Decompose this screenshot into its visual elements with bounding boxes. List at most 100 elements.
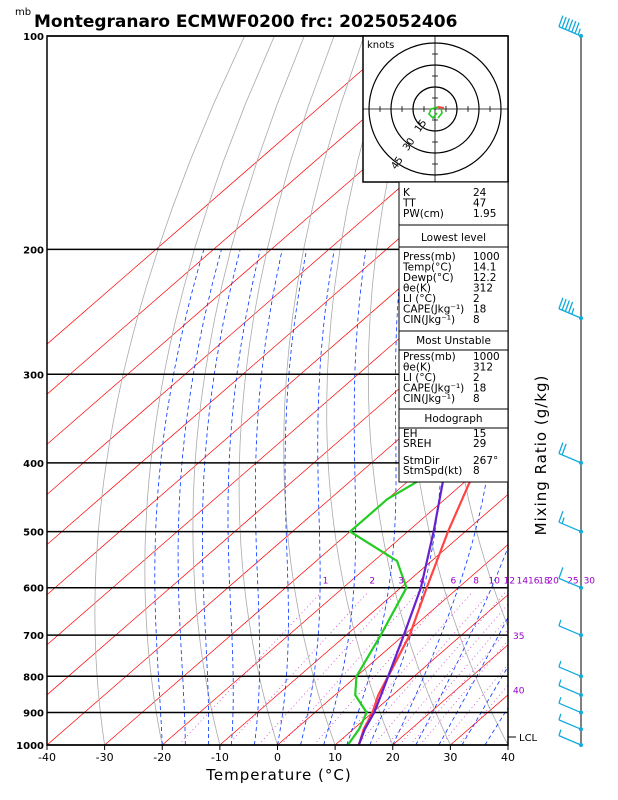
isotherm-line	[507, 744, 508, 745]
hodograph-stat-label: StmSpd(kt)	[403, 465, 462, 477]
isotherm-line	[47, 293, 508, 696]
most-unstable-label: CIN(Jkg⁻¹)	[403, 393, 455, 405]
dry-adiabat-line	[192, 36, 305, 745]
theta-e-label: 40	[513, 686, 525, 696]
lowest-level-value: 1000	[473, 251, 500, 263]
stats-section-header: Hodograph	[424, 413, 482, 425]
moist-adiabat-line	[201, 249, 241, 745]
most-unstable-value: 2	[473, 372, 480, 384]
dry-adiabat-line	[283, 36, 365, 745]
moist-adiabat-line	[300, 249, 335, 745]
wind-barb	[558, 679, 583, 697]
isotherm-line	[47, 243, 508, 646]
mixing-ratio-tick-label: 1	[323, 577, 329, 587]
hodograph-trace	[428, 106, 443, 120]
isotherm-line	[47, 36, 460, 395]
temperature-tick-label: 40	[501, 751, 515, 764]
isotherm-line	[47, 143, 508, 546]
lowest-level-label: θe(K)	[403, 283, 431, 295]
stats-box	[398, 408, 509, 483]
lowest-level-value: 12.2	[473, 272, 496, 284]
pressure-tick-label: 800	[23, 672, 44, 683]
dry-adiabat-line	[238, 36, 335, 745]
dry-adiabat-line	[94, 36, 245, 745]
pressure-tick-label: 400	[23, 459, 44, 470]
isotherm-line	[47, 36, 402, 345]
mixing-ratio-tick-label: 2	[369, 577, 375, 587]
hodograph-ring	[368, 42, 502, 176]
most-unstable-label: CAPE(Jkg⁻¹)	[403, 383, 464, 395]
most-unstable-label: LI (°C)	[403, 372, 436, 384]
mixing-ratio-line	[443, 663, 508, 743]
stats-box	[398, 224, 509, 332]
temperature-tick-label: 0	[274, 751, 281, 764]
moist-adiabat-line	[507, 744, 508, 745]
isotherm-line	[104, 393, 508, 745]
mixing-ratio-tick-label: 12	[504, 577, 515, 587]
index-label: K	[403, 187, 411, 199]
mixing-ratio-tick-label: 30	[584, 577, 596, 587]
lowest-level-value: 18	[473, 304, 486, 316]
lowest-level-label: LI (°C)	[403, 293, 436, 305]
mixing-ratio-line	[422, 639, 508, 743]
wind-barbs	[558, 15, 583, 747]
index-label: TT	[402, 198, 416, 210]
temperature-tick-label: 30	[443, 751, 457, 764]
stats-panel: K 24 TT 47 PW(cm) 1.95 Lowest level Press(mb) 10…	[398, 181, 509, 483]
hodograph-stat-label: StmDir	[403, 455, 440, 467]
wind-barb	[558, 729, 583, 747]
lowest-level-label: CIN(Jkg⁻¹)	[403, 314, 455, 326]
mixing-ratio-axis-label: Mixing Ratio (g/kg)	[532, 375, 550, 536]
wind-barb	[558, 660, 583, 679]
most-unstable-label: θe(K)	[403, 362, 431, 374]
lowest-level-label: Dewp(°C)	[403, 272, 454, 284]
pressure-tick-label: 200	[23, 245, 44, 256]
stats-section-header: Lowest level	[421, 232, 486, 244]
dry-adiabat-line	[558, 36, 618, 760]
mixing-ratio-tick-label: 18	[538, 577, 550, 587]
stats-box	[398, 330, 509, 410]
pressure-tick-label: 1000	[16, 741, 44, 752]
most-unstable-label: Press(mb)	[403, 351, 456, 363]
hodograph-stat-value: 267°	[473, 455, 498, 467]
lcl-label: LCL	[519, 733, 538, 744]
dry-adiabat-line	[592, 36, 618, 760]
mixing-ratio-line	[375, 592, 506, 743]
wind-barb	[558, 619, 583, 638]
index-value: 24	[473, 187, 487, 199]
hodograph-units: knots	[367, 40, 394, 51]
temperature-tick-label: 20	[386, 751, 400, 764]
isotherm-line	[334, 594, 508, 745]
lowest-level-label: Press(mb)	[403, 251, 456, 263]
mixing-ratio-tick-label: 20	[547, 577, 559, 587]
isotherm-line	[47, 193, 508, 596]
wind-barb	[558, 696, 583, 715]
pressure-tick-label: 500	[23, 528, 44, 539]
temperature-tick-label: -10	[211, 751, 229, 764]
theta-e-label: 35	[513, 632, 524, 642]
wind-barb	[558, 713, 583, 732]
isotherm-line	[219, 493, 508, 745]
mixing-ratio-tick-label: 10	[489, 577, 501, 587]
temperature-tick-label: -20	[153, 751, 171, 764]
stats-section-header: Most Unstable	[416, 335, 491, 347]
temperature-tick-label: -30	[96, 751, 114, 764]
wind-barb	[558, 442, 583, 465]
hodograph-ring	[412, 86, 458, 132]
pressure-tick-label: 700	[23, 631, 44, 642]
most-unstable-value: 1000	[473, 351, 500, 363]
moist-adiabat-line	[415, 546, 508, 745]
mixing-ratio-tick-label: 14	[517, 577, 529, 587]
temperature-trace	[357, 367, 508, 745]
theta-e-labels: 35 40	[513, 632, 525, 696]
moist-adiabat-line	[323, 249, 367, 745]
dry-adiabat-line	[144, 36, 275, 745]
temperature-tick-label: 10	[328, 751, 342, 764]
mixing-ratio-tick-label: 6	[450, 577, 456, 587]
moist-adiabat-line	[461, 665, 508, 745]
mixing-ratio-tick-label: 3	[398, 577, 404, 587]
chart-title: Montegranaro ECMWF0200 frc: 2025052406	[34, 12, 457, 32]
mixing-ratio-tick-label: 16	[528, 577, 540, 587]
